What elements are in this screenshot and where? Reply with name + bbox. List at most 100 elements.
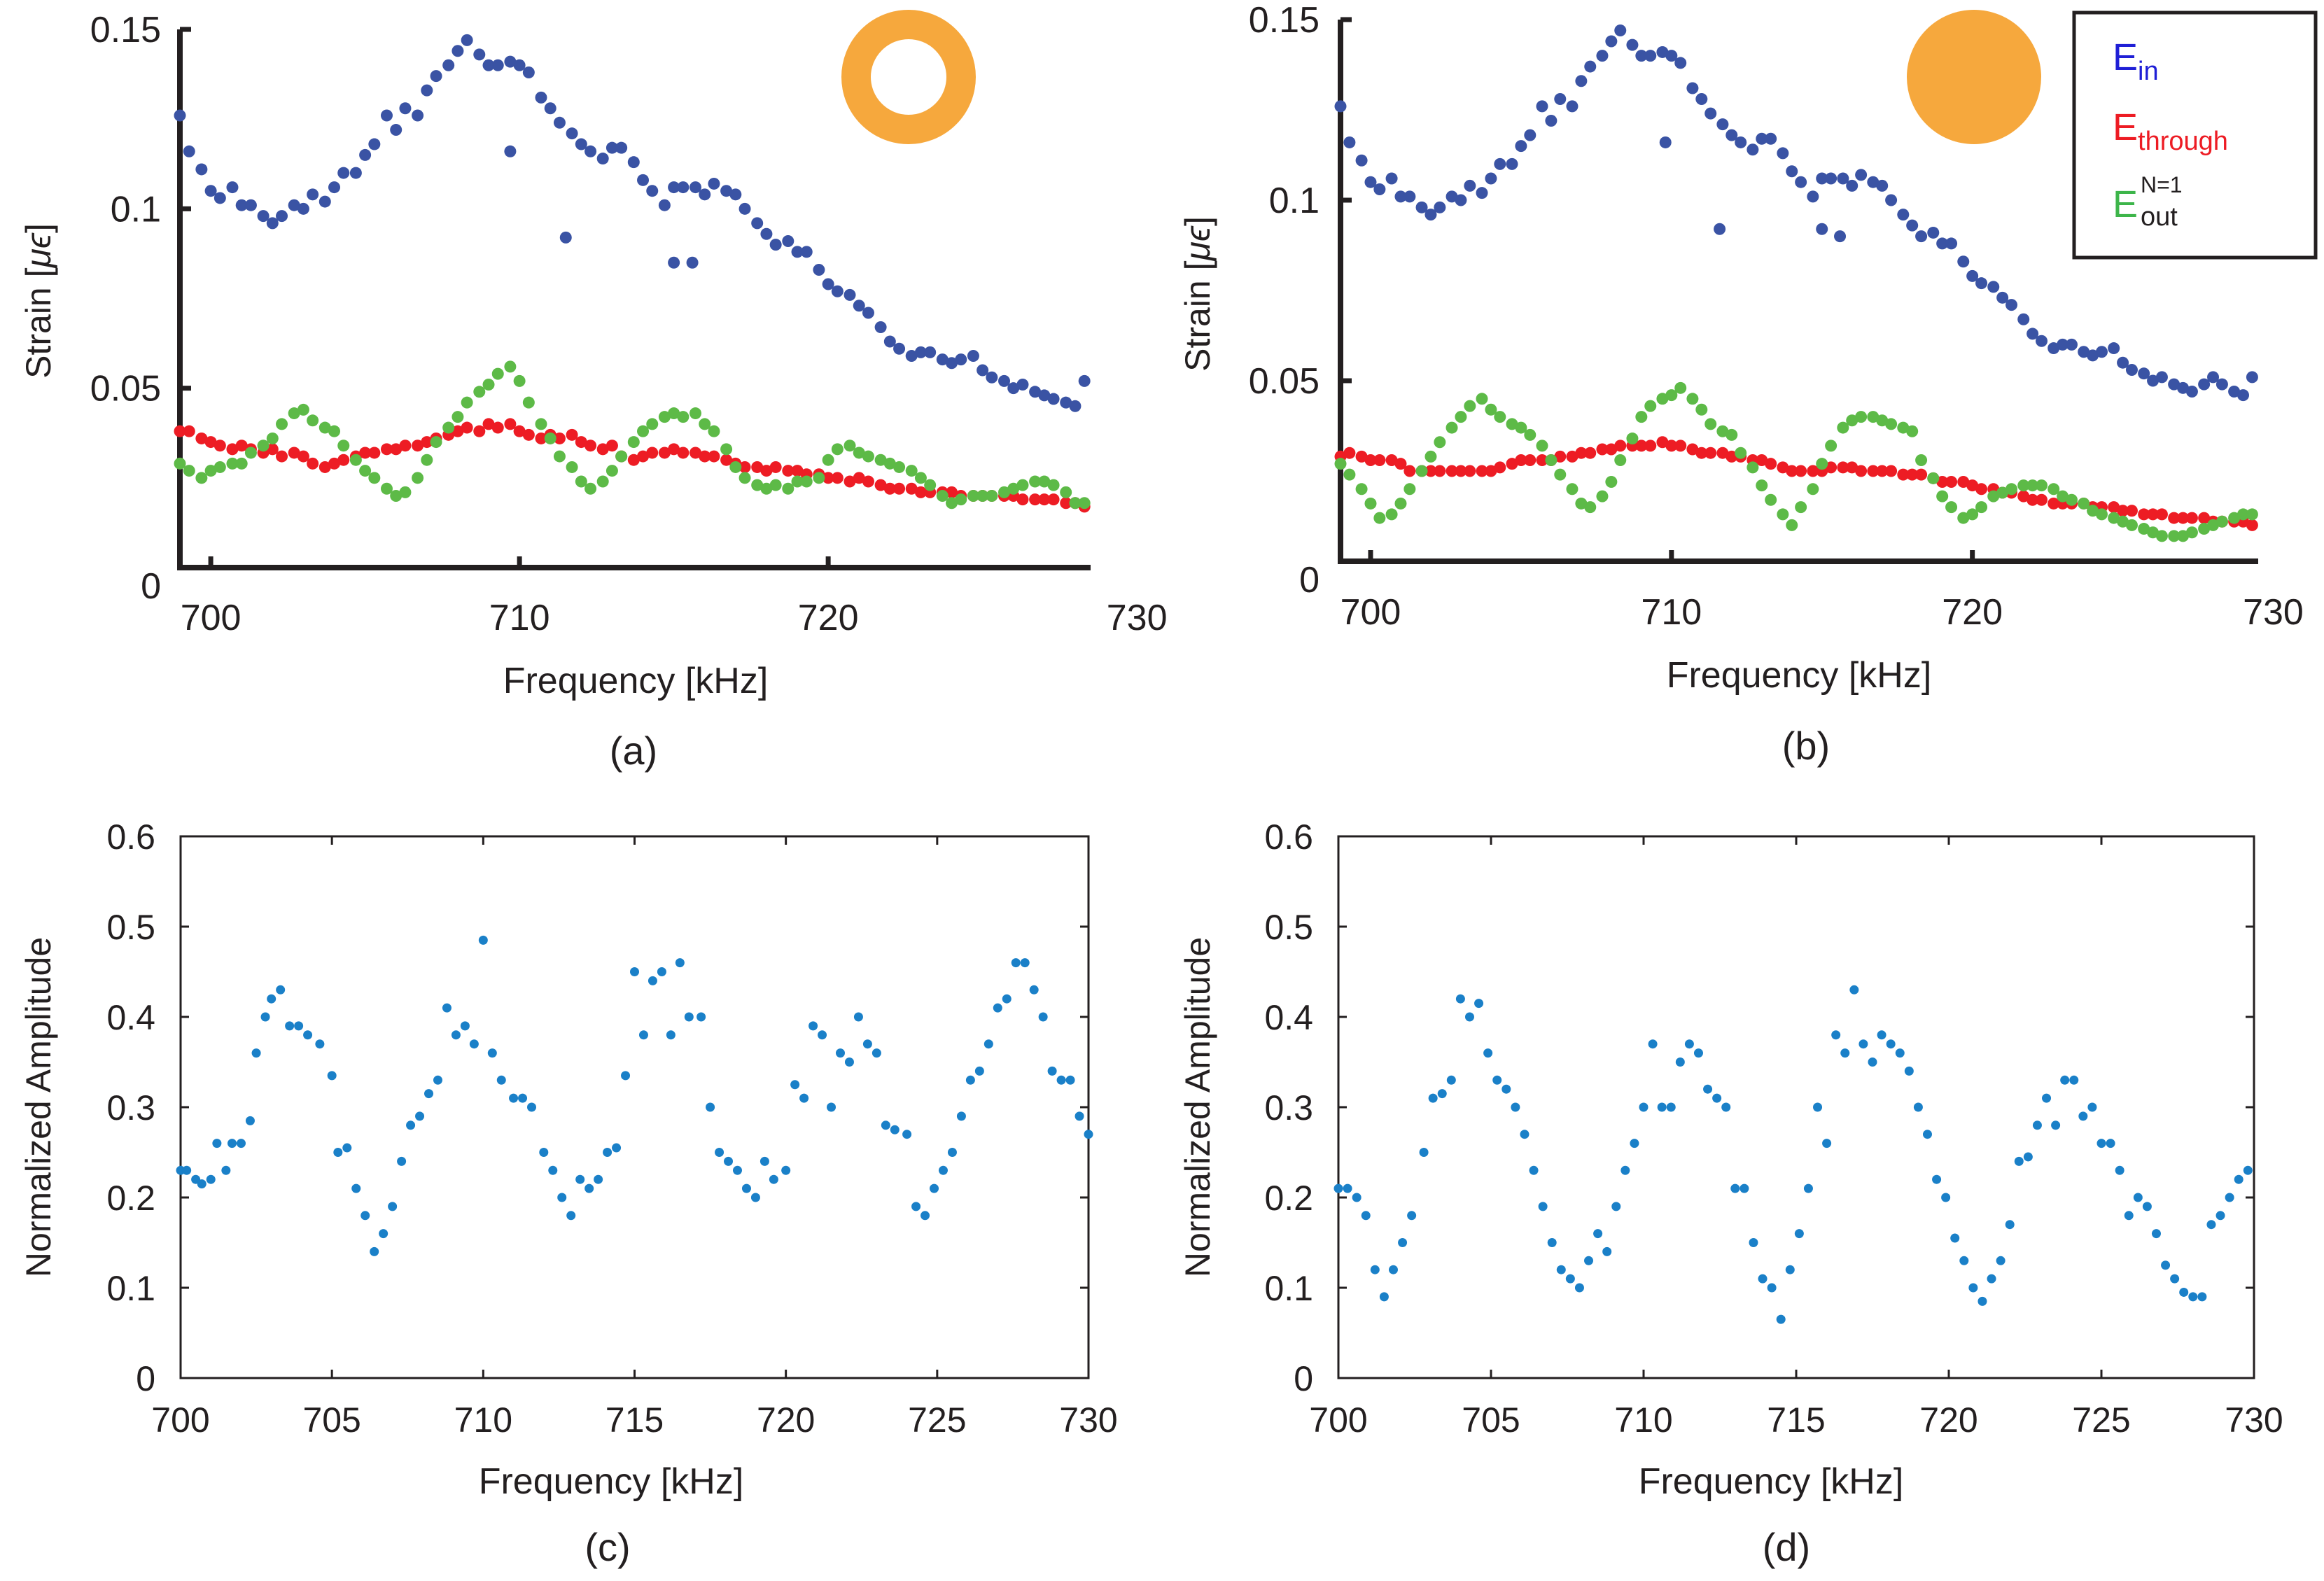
panel-d-point-amplitude <box>2216 1211 2225 1221</box>
panel-b-x-tick-label: 720 <box>1942 592 2003 633</box>
panel-a-point-e-out-n-1 <box>893 461 906 473</box>
panel-c-point-amplitude <box>799 1093 809 1103</box>
panel-a-point-e-out-n-1 <box>535 418 547 430</box>
panel-d-point-amplitude <box>1684 1039 1694 1049</box>
panel-b-point-e-out-n-1 <box>2147 526 2160 539</box>
panel-b-point-e-out-n-1 <box>2087 505 2099 517</box>
panel-b-point-e-out-n-1 <box>1885 418 1898 430</box>
panel-d-point-amplitude <box>2106 1139 2115 1148</box>
panel-d-y-label: Normalized Amplitude <box>1178 937 1217 1277</box>
panel-b-point-e-out-n-1 <box>1846 414 1858 427</box>
panel-a-point-e-in <box>831 285 844 297</box>
panel-b-y-tick-label: 0.05 <box>1249 361 1320 402</box>
panel-b-point-e-in <box>1735 136 1747 148</box>
panel-d-point-amplitude <box>2051 1120 2061 1130</box>
panel-a-point-e-out-n-1 <box>337 440 350 452</box>
panel-c-x-tick-label: 705 <box>302 1400 360 1440</box>
panel-a-point-e-in <box>368 138 381 150</box>
panel-b-point-e-in <box>1855 169 1868 181</box>
panel-c-point-amplitude <box>424 1089 434 1099</box>
panel-a-point-e-out-n-1 <box>307 414 319 427</box>
panel-d-point-amplitude <box>2078 1111 2088 1121</box>
panel-d-point-amplitude <box>2225 1193 2234 1202</box>
panel-a-point-e-through <box>862 475 874 488</box>
panel-a-point-e-through <box>822 472 834 484</box>
panel-b-point-e-through <box>2125 505 2138 517</box>
panel-b-point-e-in <box>1686 82 1699 94</box>
panel-a-point-e-in <box>822 278 834 290</box>
panel-a-point-e-in <box>1016 379 1029 391</box>
panel-a-point-e-through <box>174 425 186 437</box>
panel-b-point-e-in <box>1485 172 1497 185</box>
panel-d-y-tick-label: 0.4 <box>1264 998 1313 1037</box>
panel-c-point-amplitude <box>603 1148 612 1157</box>
panel-b-point-e-out-n-1 <box>1596 490 1609 503</box>
panel-a-point-e-in <box>668 256 680 269</box>
panel-b-point-e-in <box>1714 223 1726 235</box>
panel-b-point-e-out-n-1 <box>1987 490 2000 503</box>
panel-b-point-e-through <box>2185 512 2198 524</box>
panel-a-point-e-through <box>297 450 309 463</box>
panel-c-point-amplitude <box>706 1102 715 1112</box>
panel-c-x-tick-label: 725 <box>908 1400 966 1440</box>
panel-d-point-amplitude <box>1361 1211 1371 1221</box>
panel-a-point-e-in <box>412 109 424 122</box>
panel-a-point-e-out-n-1 <box>813 472 825 484</box>
panel-c-point-amplitude <box>1002 994 1011 1004</box>
panel-d-point-amplitude <box>1657 1102 1667 1112</box>
panel-a-point-e-through <box>553 432 566 444</box>
panel-b-point-e-out-n-1 <box>1626 433 1639 445</box>
panel-d-point-amplitude <box>1749 1238 1758 1247</box>
panel-d-point-amplitude <box>1352 1193 1362 1202</box>
panel-a-point-e-in <box>1029 386 1042 398</box>
panel-b-point-e-out-n-1 <box>1695 403 1708 416</box>
panel-b-point-e-through <box>1554 450 1567 463</box>
panel-d-point-amplitude <box>1968 1283 1978 1293</box>
panel-a-point-e-out-n-1 <box>831 443 844 456</box>
panel-a-point-e-through <box>689 447 701 459</box>
panel-d-y-tick-label: 0.6 <box>1264 817 1313 857</box>
panel-a-point-e-in <box>874 321 887 334</box>
panel-a-point-e-through <box>596 443 609 456</box>
panel-a-point-e-in <box>421 84 433 97</box>
panel-d-point-amplitude <box>1483 1048 1493 1058</box>
panel-c-point-amplitude <box>930 1183 939 1193</box>
panel-a-points <box>174 34 1091 513</box>
legend-entry-e-through-sub: through <box>2138 127 2228 156</box>
panel-a-point-e-in <box>399 102 412 115</box>
panel-a-point-e-in <box>553 116 566 129</box>
panel-a-point-e-out-n-1 <box>914 472 927 484</box>
panel-b-point-e-in <box>1394 190 1407 203</box>
panel-b-y-tick-label: 0 <box>1299 560 1320 600</box>
panel-a-point-e-in <box>658 199 671 211</box>
panel-a-point-e-in <box>1038 389 1051 402</box>
panel-c-point-amplitude <box>496 1075 506 1085</box>
panel-d-point-amplitude <box>1666 1102 1676 1112</box>
panel-a-point-e-in <box>1060 396 1072 409</box>
panel-b-point-e-out-n-1 <box>1614 454 1627 467</box>
panel-c-point-amplitude <box>294 1021 304 1031</box>
panel-a-point-e-in <box>204 185 217 197</box>
panel-b-point-e-out-n-1 <box>1665 389 1678 402</box>
panel-b-point-e-through <box>1434 465 1446 477</box>
panel-a-point-e-out-n-1 <box>946 497 958 510</box>
panel-d-point-amplitude <box>1977 1296 1987 1306</box>
panel-c-point-amplitude <box>469 1039 479 1049</box>
panel-d-point-amplitude <box>1886 1039 1896 1049</box>
panel-b-point-e-out-n-1 <box>1334 458 1347 470</box>
panel-c-point-amplitude <box>715 1148 724 1157</box>
panel-a-point-e-out-n-1 <box>257 440 270 452</box>
panel-c-point-amplitude <box>442 1003 451 1013</box>
panel-b-point-e-out-n-1 <box>1343 468 1356 481</box>
panel-a-point-e-through <box>893 482 906 495</box>
panel-a-point-e-out-n-1 <box>297 403 309 416</box>
panel-b-point-e-in <box>1927 226 1940 239</box>
panel-b-point-e-out-n-1 <box>1394 497 1407 510</box>
panel-b-point-e-in <box>1506 157 1518 170</box>
panel-a-point-e-in <box>720 185 733 197</box>
panel-b-point-e-in <box>1756 132 1768 145</box>
panel-a-point-e-through <box>1047 493 1060 506</box>
panel-a-point-e-through <box>535 432 547 444</box>
panel-b-point-e-in <box>2185 385 2198 398</box>
panel-c-point-amplitude <box>221 1165 231 1175</box>
